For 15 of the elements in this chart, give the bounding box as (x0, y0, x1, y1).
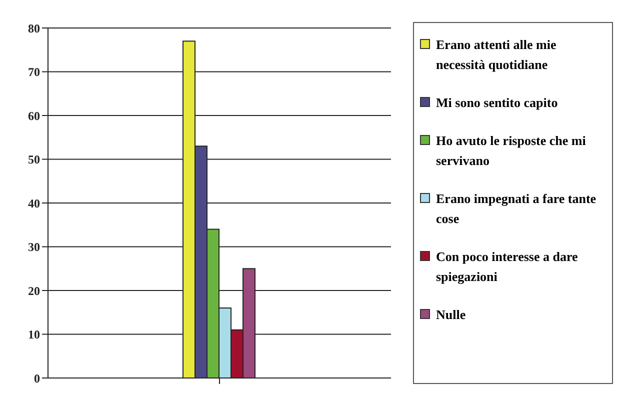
y-tick-label: 50 (28, 152, 40, 167)
legend-label: Nulle (436, 306, 466, 324)
y-tick-label: 80 (28, 21, 40, 36)
legend-label: Mi sono sentito capito (436, 94, 558, 112)
y-tick-label: 30 (28, 240, 40, 254)
legend-label: Ho avuto le risposte che mi servivano (436, 132, 587, 170)
y-tick-label: 20 (28, 284, 40, 298)
legend-label: Erano impegnati a fare tante cose (436, 190, 598, 228)
y-tick-label: 70 (28, 65, 40, 80)
legend-label: Erano attenti alle mie necessità quotidiane (436, 36, 558, 74)
y-tick-label: 0 (34, 371, 40, 386)
y-tick-label: 10 (28, 328, 40, 342)
y-tick-label: 40 (28, 196, 40, 210)
legend-label: Con poco interesse a dare spiegazioni (436, 248, 579, 286)
y-tick-label: 60 (28, 108, 40, 123)
